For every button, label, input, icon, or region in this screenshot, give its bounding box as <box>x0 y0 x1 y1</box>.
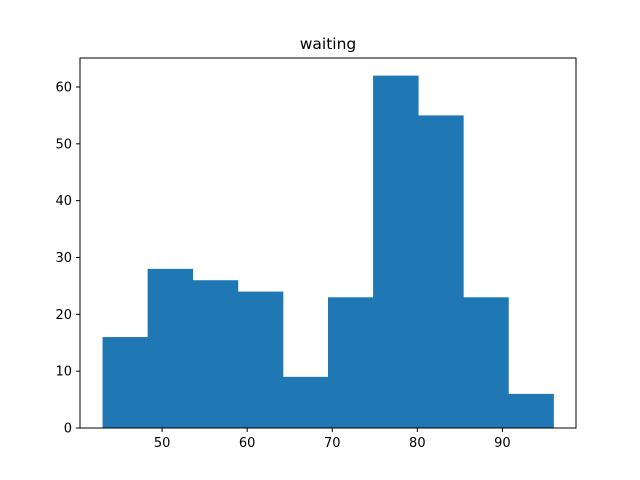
histogram-bar <box>237 291 284 428</box>
histogram-bar <box>508 393 554 428</box>
x-tick-label: 60 <box>239 436 256 451</box>
y-tick-label: 20 <box>55 308 72 323</box>
x-axis: 50 60 70 80 90 <box>154 428 511 451</box>
y-tick-label: 60 <box>55 80 72 95</box>
histogram-bar <box>463 297 509 428</box>
y-tick-label: 40 <box>55 194 72 209</box>
histogram-bar <box>147 268 194 428</box>
x-tick-label: 50 <box>154 436 171 451</box>
y-axis: 0 10 20 30 40 50 60 <box>55 80 80 437</box>
x-tick-label: 80 <box>409 436 426 451</box>
y-tick-label: 10 <box>55 365 72 380</box>
histogram-bar <box>328 297 374 428</box>
chart-title: waiting <box>300 35 357 53</box>
histogram-bar <box>192 280 239 428</box>
x-tick-label: 90 <box>494 436 511 451</box>
histogram-bar <box>373 75 419 428</box>
plot-frame <box>79 57 577 429</box>
histogram-bar <box>102 337 149 428</box>
histogram-bar <box>418 115 464 428</box>
x-tick-label: 70 <box>324 436 341 451</box>
histogram-bar <box>282 376 329 428</box>
bars-group <box>102 75 554 428</box>
y-tick-label: 30 <box>55 251 72 266</box>
y-tick-label: 50 <box>55 137 72 152</box>
y-tick-label: 0 <box>64 422 72 437</box>
